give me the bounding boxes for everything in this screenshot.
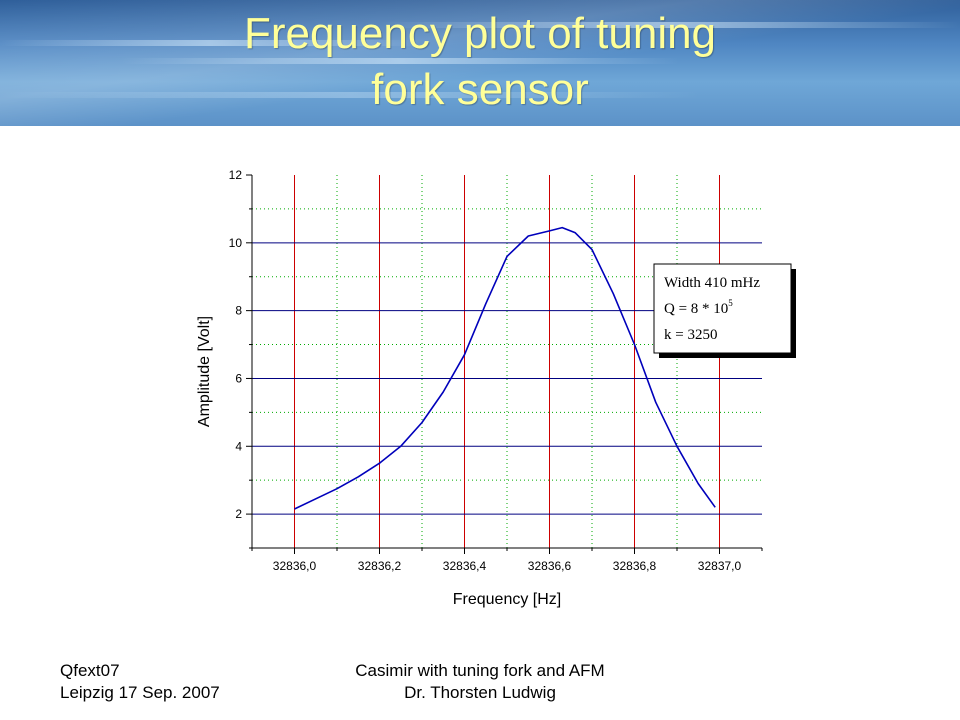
footer-author: Dr. Thorsten Ludwig [404,683,556,702]
footer-left: Qfext07 Leipzig 17 Sep. 2007 [60,660,220,704]
y-tick-label: 4 [235,439,242,453]
annotation-q-factor: Q = 8 * 105 [664,298,733,317]
annotation-q-exponent: 5 [728,298,733,308]
x-tick-label: 32836,0 [273,559,317,573]
x-tick-label: 32836,2 [358,559,402,573]
annotation-box: Width 410 mHz Q = 8 * 105 k = 3250 [653,263,796,358]
x-tick-label: 32837,0 [698,559,742,573]
amplitude-line [294,226,716,510]
banner-streak [120,58,680,64]
banner-streak [0,40,420,46]
y-tick-label: 10 [229,236,243,250]
chart-labels: 2 4 6 8 10 12 32836,0 32836,2 32836,4 32836,6 3283… [196,168,742,608]
slide-title-line1: Frequency plot of tuning [243,9,717,58]
slide-title-line2: fork sensor [371,65,589,114]
footer-date: Leipzig 17 Sep. 2007 [60,683,220,702]
chart-axes [246,174,763,554]
y-tick-label: 8 [235,304,242,318]
y-tick-label: 2 [235,507,242,521]
y-tick-label: 6 [235,371,242,385]
footer-conference: Qfext07 [60,661,120,680]
x-tick-label: 32836,6 [528,559,572,573]
y-tick-label: 12 [229,168,243,182]
annotation-width: Width 410 mHz [664,275,760,291]
annotation-spring-constant: k = 3250 [664,327,717,343]
y-axis-label: Amplitude [Volt] [196,316,213,427]
footer-center: Casimir with tuning fork and AFM Dr. Tho… [320,660,640,704]
title-banner: Frequency plot of tuning fork sensor [0,0,960,126]
x-axis-label: Frequency [Hz] [453,591,561,608]
x-tick-label: 32836,4 [443,559,487,573]
annotation-q-base: Q = 8 * 10 [664,301,728,317]
banner-streak [380,22,960,28]
banner-streak [0,92,700,98]
chart-series [294,226,716,510]
x-tick-label: 32836,8 [613,559,657,573]
annotation-frame [653,263,792,354]
slide-title: Frequency plot of tuning fork sensor [80,6,880,118]
footer-topic: Casimir with tuning fork and AFM [355,661,605,680]
